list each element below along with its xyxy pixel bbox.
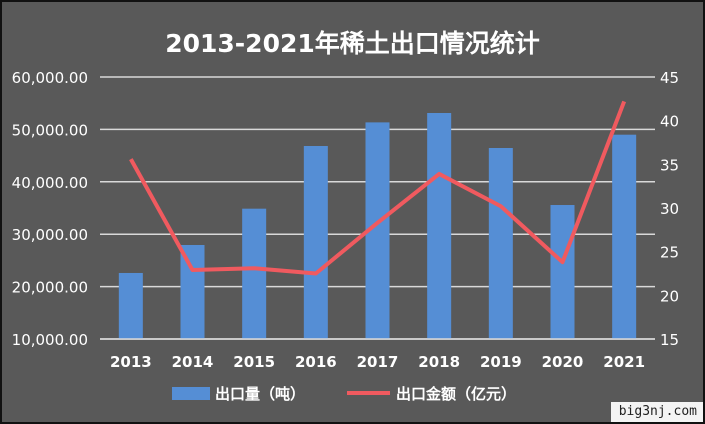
x-tick-label: 2015	[233, 353, 275, 371]
y-right-tick-label: 20	[660, 287, 679, 305]
x-tick-label: 2017	[357, 353, 399, 371]
y-left-tick-label: 50,000.00	[12, 121, 88, 139]
bar-2018	[427, 112, 452, 339]
y-right-tick-label: 40	[660, 113, 679, 131]
y-left-tick-label: 10,000.00	[12, 331, 88, 349]
chart-title: 2013-2021年稀土出口情况统计	[165, 29, 540, 58]
y-left-tick-label: 20,000.00	[12, 279, 88, 297]
x-tick-label: 2021	[603, 353, 645, 371]
bar-2020	[550, 205, 575, 339]
x-tick-label: 2018	[418, 353, 460, 371]
y-left-tick-label: 30,000.00	[12, 226, 88, 244]
legend-swatch-bar	[172, 387, 210, 400]
x-tick-label: 2016	[295, 353, 337, 371]
y-right-tick-label: 25	[660, 244, 679, 262]
legend-label-bar: 出口量（吨）	[215, 385, 305, 403]
x-tick-label: 2020	[542, 353, 584, 371]
bar-2021	[612, 134, 637, 339]
x-tick-label: 2013	[110, 353, 152, 371]
x-tick-label: 2019	[480, 353, 522, 371]
y-right-tick-label: 45	[660, 69, 679, 87]
bar-2014	[180, 244, 205, 339]
y-left-tick-label: 40,000.00	[12, 174, 88, 192]
watermark: big3nj.com	[610, 402, 703, 422]
bar-2013	[118, 272, 143, 339]
bar-2015	[242, 208, 267, 339]
x-tick-label: 2014	[172, 353, 214, 371]
legend-label-line: 出口金额（亿元）	[396, 385, 516, 403]
y-right-tick-label: 30	[660, 200, 679, 218]
y-right-tick-label: 15	[660, 331, 679, 349]
bar-2016	[303, 146, 328, 339]
y-left-tick-label: 60,000.00	[12, 69, 88, 87]
y-right-tick-label: 35	[660, 156, 679, 174]
bar-2019	[488, 148, 513, 339]
